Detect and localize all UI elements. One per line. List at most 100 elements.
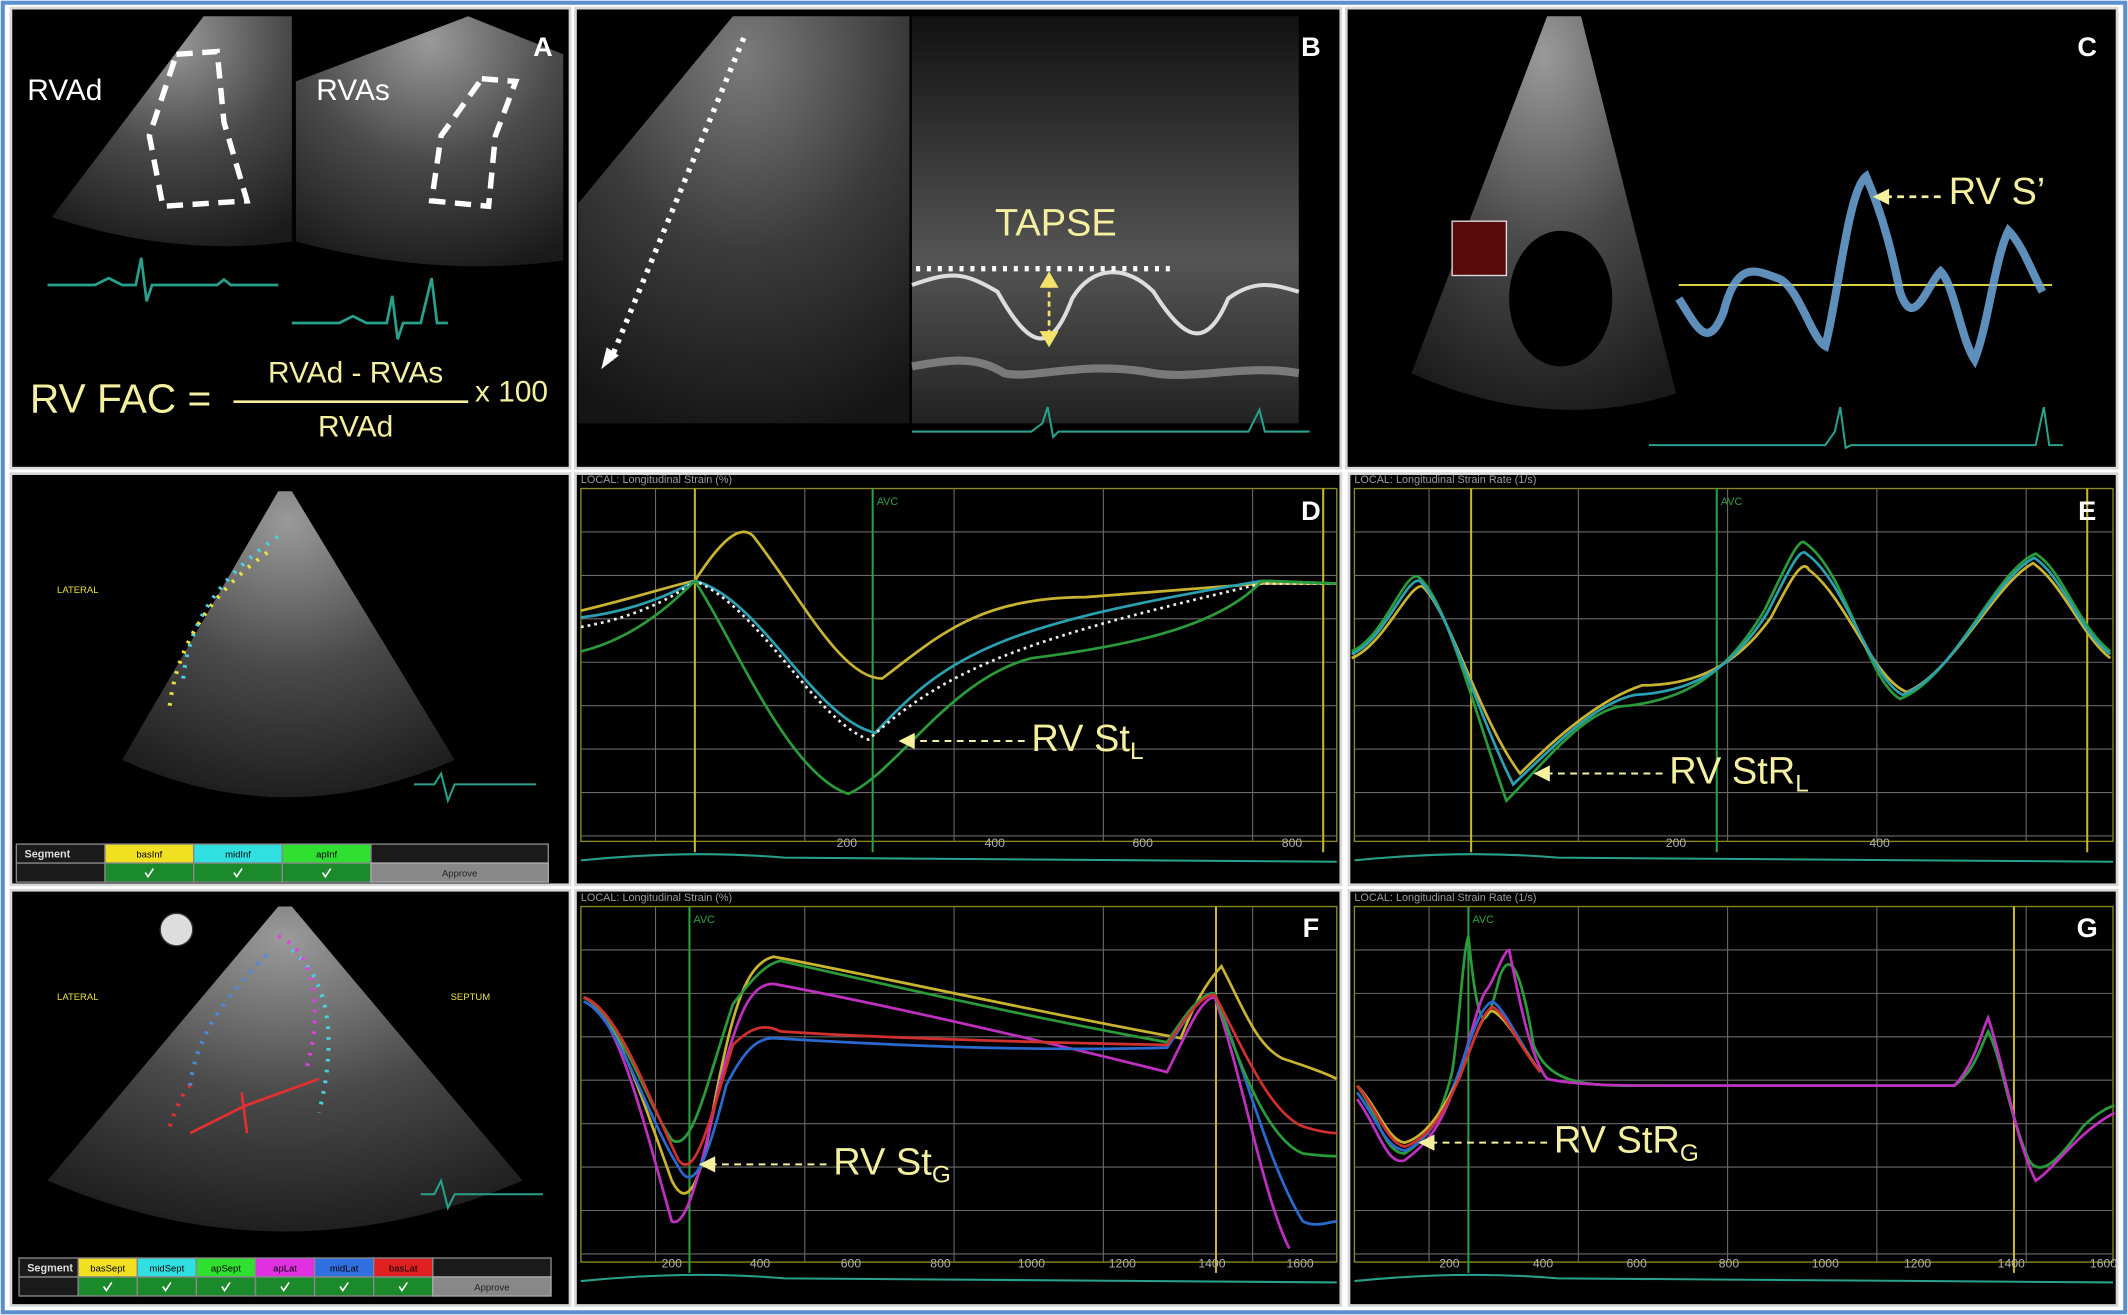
plot-frame [1353,905,2114,1263]
panel-b-content: TAPSE B [578,16,1321,440]
echo-bottom-content: LATERAL SEPTUM Segment basSept midSept apSe… [18,906,552,1297]
x-tick-label: 600 [1133,836,1154,850]
doppler-trace [1675,169,2047,369]
caption: RVAs [316,74,390,107]
segment-name: apInf [316,850,337,861]
panel-c-content: RV S’ C [1411,16,2097,450]
curve [1356,1005,1542,1149]
tracking-points [181,534,280,679]
approve-label: Approve [442,869,477,880]
table-cell [370,843,549,864]
curve [580,530,1337,680]
annotation-text: RV StR [1554,1120,1680,1162]
x-tick-label: 200 [1439,1257,1460,1271]
panel-a-content: RVAd RVAs A RV FAC = RVAd - RVAs RVAd x … [27,16,564,444]
curve [1356,1000,1542,1153]
check-cell [373,1276,434,1297]
x-tick-label: 1200 [1904,1257,1931,1271]
table-cell [18,1276,79,1297]
plot-header: LOCAL: Longitudinal Strain Rate (1/s) [1354,474,1536,486]
panel-label: G [2077,912,2098,943]
ecg [413,770,537,804]
segment-name: midSept [149,1264,184,1275]
orientation-icon [159,912,194,947]
curves-e [1351,540,2112,804]
plot-header: LOCAL: Longitudinal Strain (%) [581,892,732,904]
check-mark [162,1281,172,1293]
approve-button [432,1276,552,1297]
annulus-line [189,1077,320,1135]
panel-d [574,472,1343,887]
curve [583,955,1338,1195]
panel-label: A [533,31,553,62]
plot: AVC LOCAL: Longitudinal Strain Rate (1/s)… [1353,892,2117,1284]
check-mark [321,868,332,879]
plot: AVC LOCAL: Longitudinal Strain (%) 200 400 6… [580,474,1338,863]
echo-image [51,16,292,247]
ecg [580,1273,1337,1284]
side-label: LATERAL [57,992,98,1003]
check-cell [254,1276,316,1297]
panel-label: B [1301,31,1321,62]
avc-label: AVC [1721,496,1743,508]
segment-name: basInf [136,850,162,861]
arrowhead [1039,271,1059,348]
curve [580,579,1337,735]
curve [583,992,1337,1226]
rv-outline [428,75,520,210]
ecg [47,257,279,302]
check-cell [192,862,284,883]
ecg [420,1177,543,1211]
formula-denominator: RVAd [318,411,393,444]
avc-label: AVC [694,914,716,926]
segment-name: midInf [225,850,251,861]
avc-label: AVC [1472,914,1494,926]
annotation: TAPSE [995,202,1117,244]
ecg [580,853,1337,863]
approve-label: Approve [474,1283,509,1294]
echo-image [47,906,523,1232]
echo-image [578,16,910,424]
formula-multiplier: x 100 [475,375,548,408]
ecg [912,406,1310,440]
x-tick-label: 400 [1533,1257,1554,1271]
rv-outline [146,48,251,210]
plot-frame [580,487,1338,843]
m-mode-trace [911,356,1300,379]
panel-e [1347,472,2119,887]
m-mode-image [912,16,1299,424]
check-cell [281,862,372,883]
check-cell [195,1276,257,1297]
segment-name: apLat [273,1264,297,1275]
x-tick-label: 800 [930,1257,951,1271]
x-tick-label: 1600 [2090,1257,2117,1271]
m-mode-trace [911,270,1300,341]
curve [580,579,1337,742]
segment-header: Segment [24,849,70,861]
tracking-points [277,934,317,1073]
x-tick-label: 1400 [1198,1257,1225,1271]
check-cell [136,1276,198,1297]
x-tick-label: 1000 [1018,1257,1045,1271]
side-label: SEPTUM [451,992,491,1003]
segment-name: midLat [330,1264,359,1275]
x-tick-label: 800 [1282,836,1303,850]
segment-header: Segment [27,1263,73,1275]
caption: RVAd [27,74,102,107]
curves-d [580,530,1337,796]
annotation-subscript: G [1680,1140,1699,1167]
plot-header: LOCAL: Longitudinal Strain Rate (1/s) [1354,892,1536,904]
arrowhead [1418,1134,1435,1151]
plot-frame [1353,487,2114,843]
curve [583,959,1337,1158]
x-tick-label: 600 [841,1257,862,1271]
x-tick-label: 400 [750,1257,771,1271]
x-tick-label: 200 [1666,836,1687,850]
curve [583,982,1291,1250]
annotation: RV StRG [1554,1120,1699,1168]
check-mark [280,1281,290,1293]
check-mark [102,1281,113,1293]
check-mark [339,1281,349,1293]
table-cell [15,862,106,883]
check-cell [77,1276,138,1297]
